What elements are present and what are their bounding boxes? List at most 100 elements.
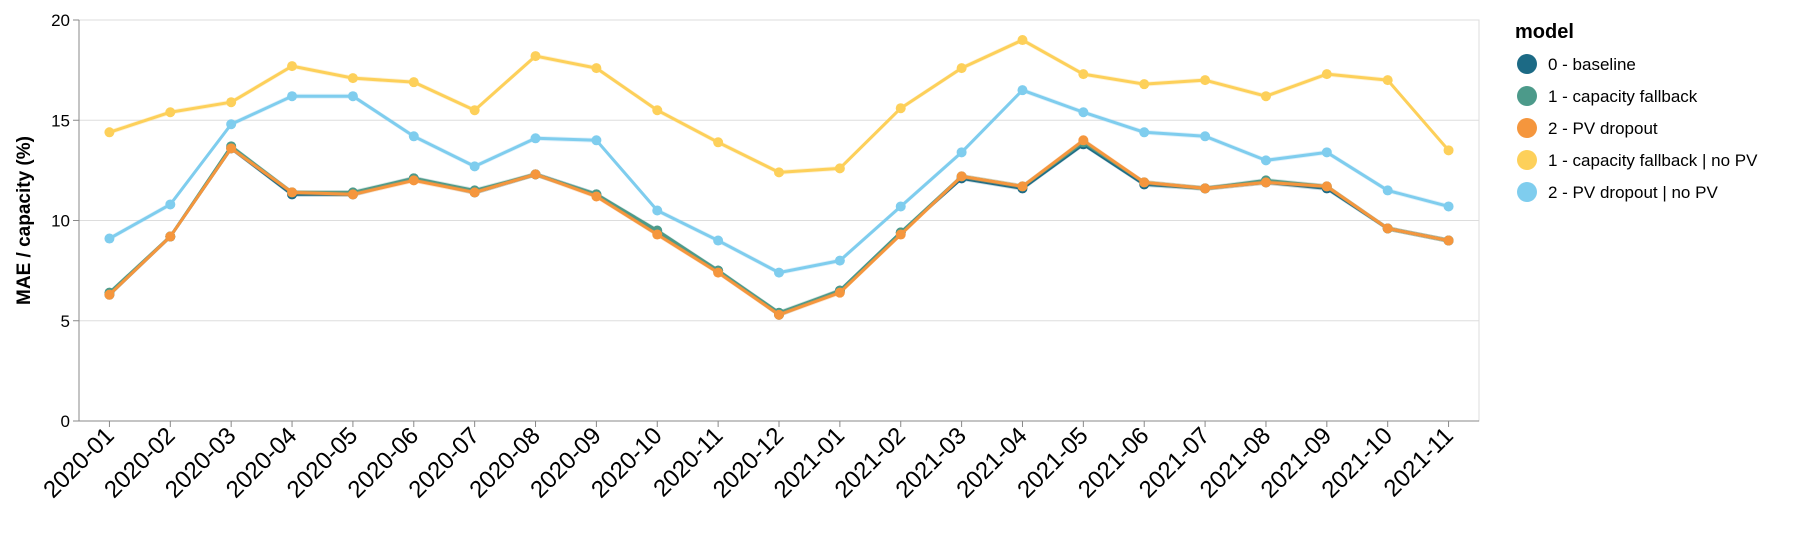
data-point: [774, 267, 784, 278]
series-band: [109, 139, 1449, 316]
data-point: [1139, 127, 1150, 138]
legend-item: 1 - capacity fallback | no PV: [1517, 150, 1758, 170]
data-point: [713, 235, 724, 246]
data-point: [1260, 155, 1271, 166]
data-point: [469, 161, 480, 172]
y-tick-label: 0: [61, 412, 70, 431]
data-point: [469, 105, 480, 116]
data-point: [774, 167, 784, 178]
data-point: [1443, 201, 1454, 212]
data-point: [1078, 69, 1089, 80]
data-point: [1260, 91, 1271, 102]
x-axis: 2020-012020-022020-032020-042020-052020-…: [38, 420, 1479, 504]
data-point: [347, 73, 358, 84]
data-point: [104, 127, 115, 138]
legend-symbol: [1517, 182, 1537, 202]
legend-item: 2 - PV dropout: [1517, 118, 1658, 138]
data-point: [287, 187, 298, 198]
data-point: [713, 267, 724, 278]
plot-area: [104, 35, 1454, 320]
data-point: [956, 63, 967, 74]
data-point: [1139, 79, 1150, 90]
data-point: [713, 137, 724, 148]
data-point: [956, 171, 967, 182]
data-point: [165, 199, 176, 210]
data-point: [287, 91, 298, 102]
data-point: [1017, 181, 1028, 192]
data-point: [1200, 75, 1211, 86]
data-point: [165, 231, 176, 242]
data-point: [834, 255, 845, 266]
data-point: [1443, 235, 1454, 246]
series-1: [104, 137, 1454, 318]
legend-symbol: [1517, 150, 1537, 170]
data-point: [1200, 131, 1211, 142]
data-point: [530, 169, 541, 180]
gridlines: [78, 19, 1480, 422]
data-point: [347, 91, 358, 102]
data-point: [895, 201, 906, 212]
legend-label: 1 - capacity fallback | no PV: [1548, 151, 1758, 170]
series-0: [104, 139, 1454, 320]
data-point: [1017, 85, 1028, 96]
data-point: [834, 163, 845, 174]
data-point: [652, 229, 663, 240]
y-axis-title: MAE / capacity (%): [14, 136, 35, 305]
data-point: [408, 175, 419, 186]
data-point: [1382, 185, 1393, 196]
y-tick-label: 5: [61, 312, 70, 331]
legend-title: model: [1515, 21, 1574, 43]
data-point: [591, 191, 602, 202]
data-point: [226, 119, 237, 130]
data-point: [834, 287, 845, 298]
data-point: [530, 51, 541, 62]
data-point: [1078, 107, 1089, 118]
data-point: [956, 147, 967, 158]
data-point: [226, 143, 237, 154]
data-point: [1260, 177, 1271, 188]
data-point: [652, 105, 663, 116]
data-point: [591, 63, 602, 74]
data-point: [287, 61, 298, 72]
data-point: [165, 107, 176, 118]
y-tick-label: 10: [51, 212, 70, 231]
data-point: [591, 135, 602, 146]
data-point: [1382, 75, 1393, 86]
data-point: [1321, 181, 1332, 192]
data-point: [652, 205, 663, 216]
data-point: [1443, 145, 1454, 156]
legend-label: 0 - baseline: [1548, 55, 1636, 74]
legend-symbol: [1517, 54, 1537, 74]
data-point: [1200, 183, 1211, 194]
series-2: [104, 135, 1454, 320]
legend-symbol: [1517, 86, 1537, 106]
y-axis: 0 5 10 15 20: [51, 11, 80, 431]
data-point: [104, 233, 115, 244]
legend-item: 2 - PV dropout | no PV: [1517, 182, 1718, 202]
data-point: [1321, 147, 1332, 158]
data-point: [895, 103, 906, 114]
data-point: [1382, 223, 1393, 234]
series-4: [104, 85, 1454, 278]
data-point: [774, 309, 784, 320]
legend: model 0 - baseline 1 - capacity fallback 2…: [1515, 21, 1758, 202]
data-point: [1017, 35, 1028, 46]
legend-label: 2 - PV dropout: [1548, 119, 1658, 138]
series-line: [108, 138, 1449, 317]
data-point: [895, 229, 906, 240]
legend-label: 1 - capacity fallback: [1548, 87, 1698, 106]
y-tick-label: 20: [51, 11, 70, 30]
y-tick-label: 15: [51, 111, 70, 130]
data-point: [408, 77, 419, 88]
data-point: [1321, 69, 1332, 80]
legend-item: 1 - capacity fallback: [1517, 86, 1698, 106]
series-band: [109, 137, 1449, 318]
data-point: [1078, 135, 1089, 146]
data-point: [469, 187, 480, 198]
data-point: [408, 131, 419, 142]
legend-item: 0 - baseline: [1517, 54, 1636, 74]
series-3: [104, 35, 1454, 178]
data-point: [1139, 177, 1150, 188]
data-point: [347, 189, 358, 200]
